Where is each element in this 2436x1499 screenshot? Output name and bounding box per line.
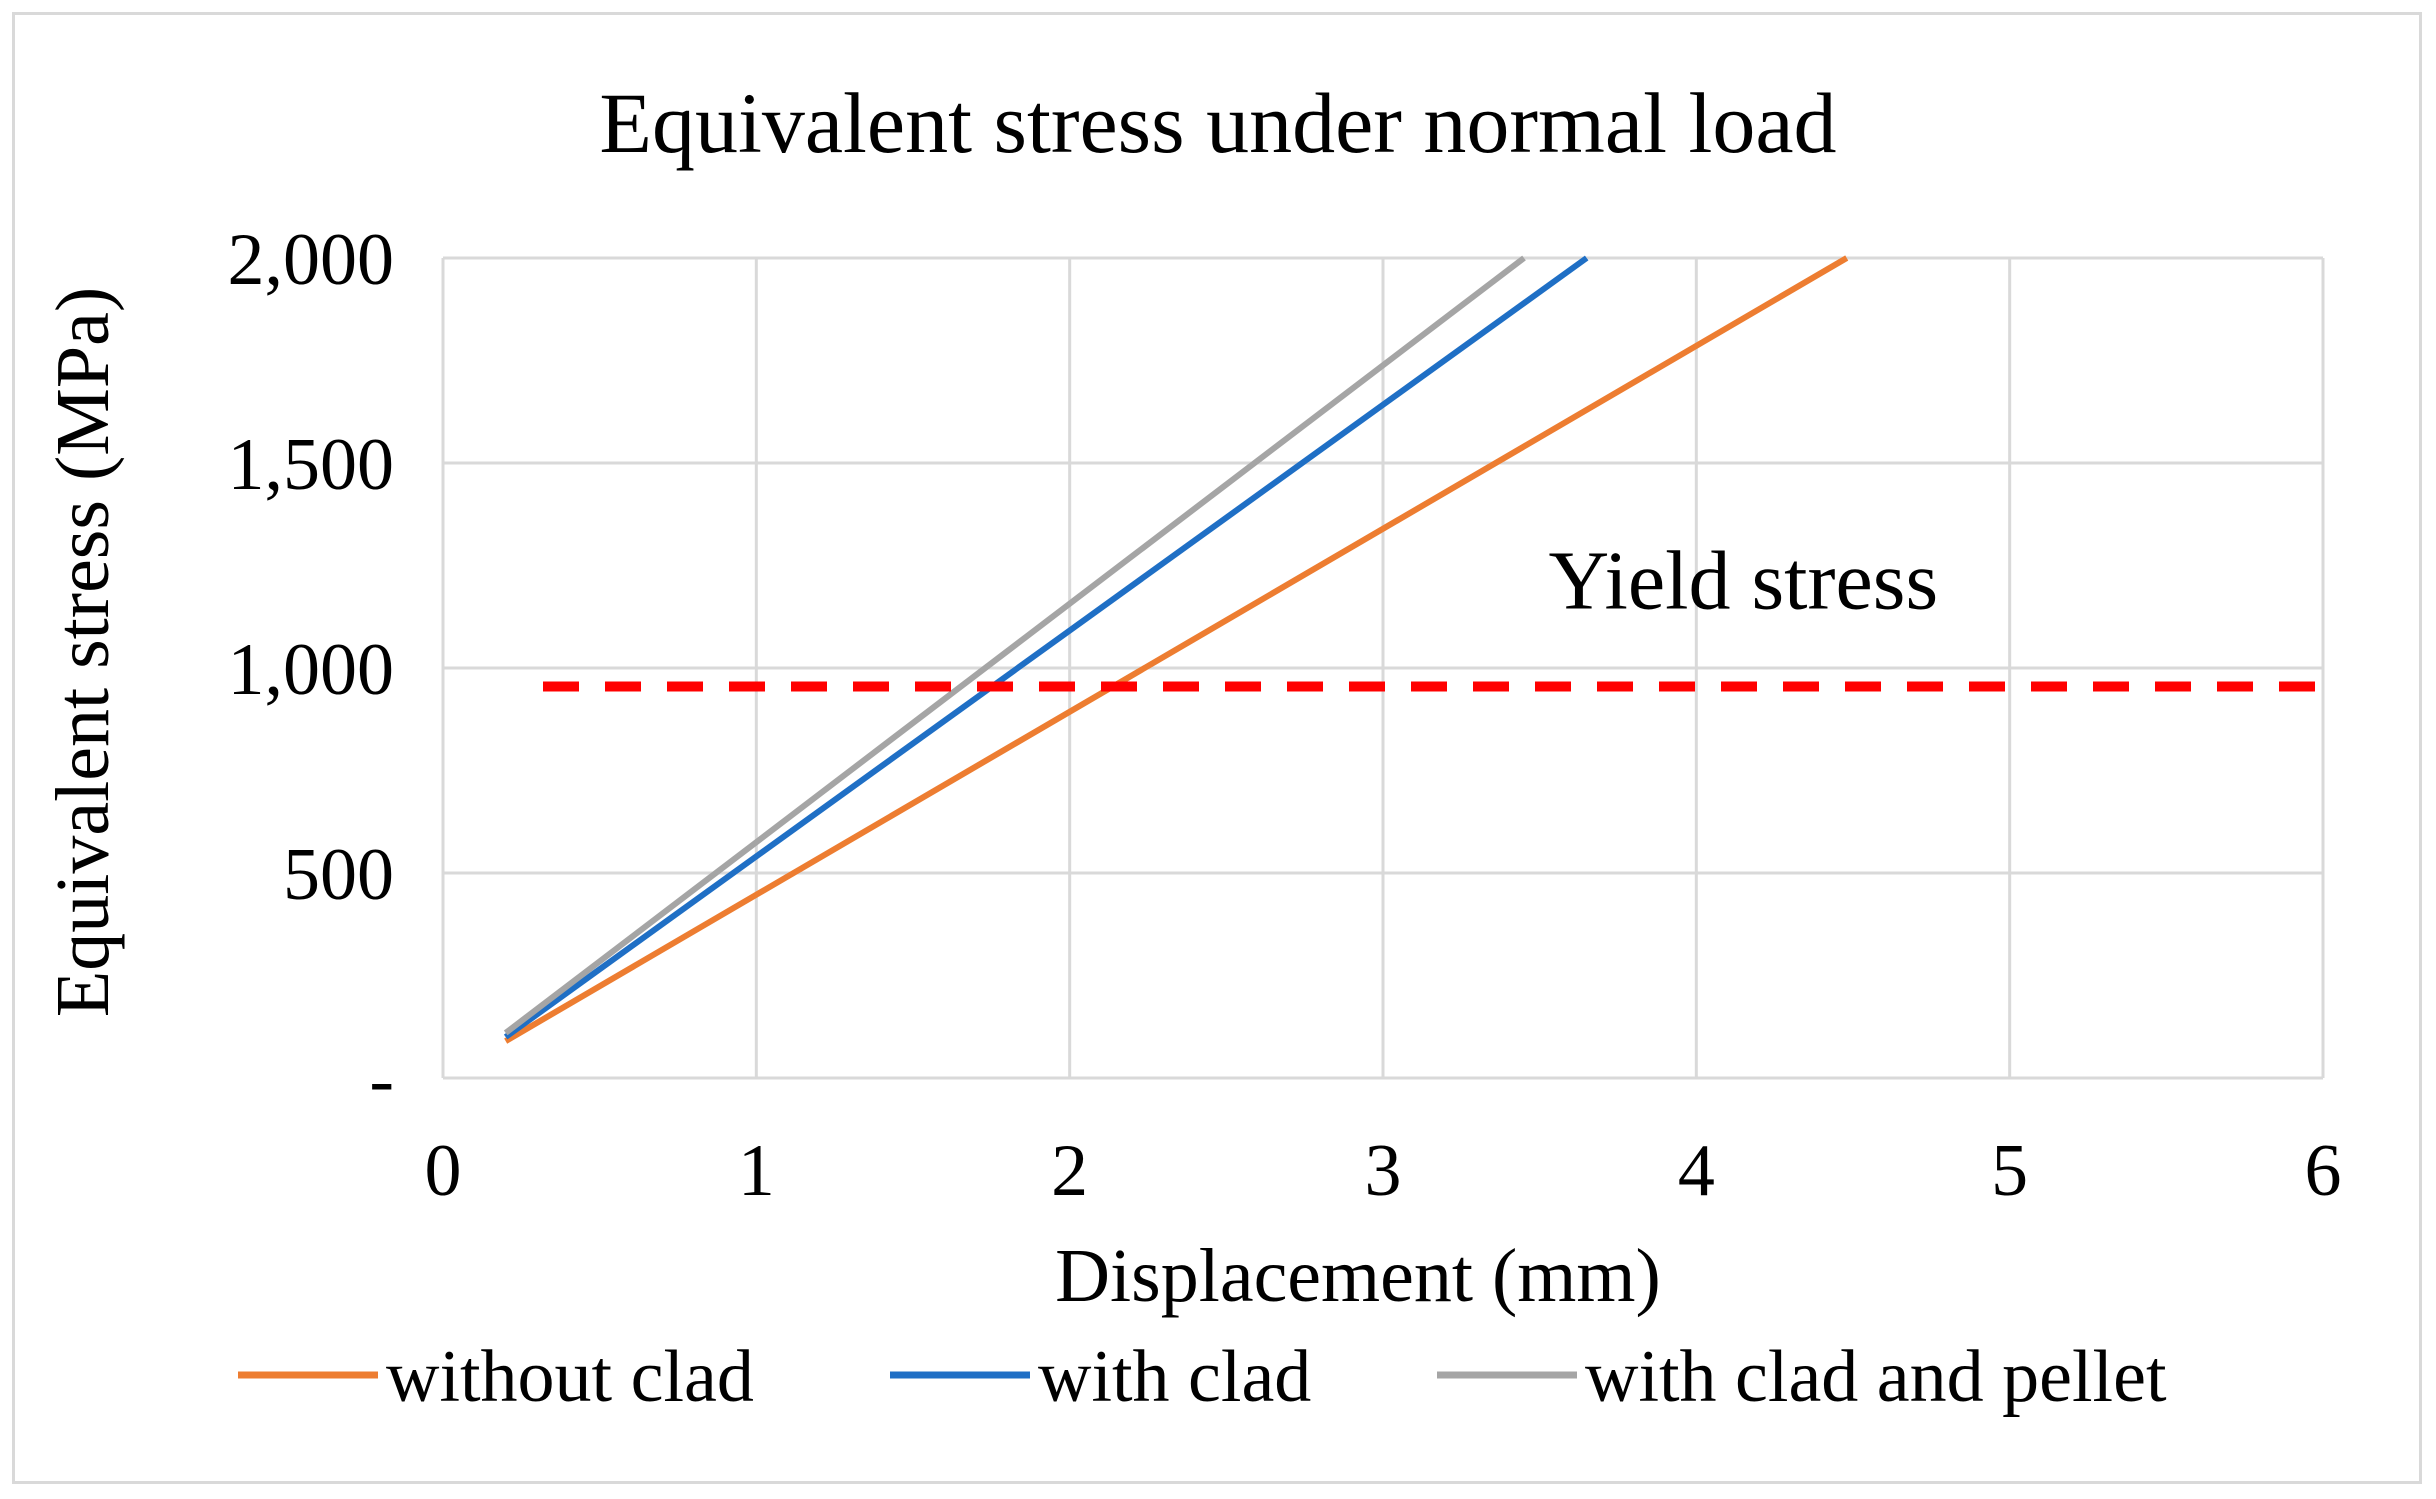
y-tick-label: 2,000 bbox=[228, 219, 395, 301]
y-tick-label: 1,500 bbox=[228, 424, 395, 506]
x-axis-label: Displacement (mm) bbox=[1055, 1234, 1661, 1318]
legend-label: with clad bbox=[1038, 1336, 1311, 1418]
legend-label: with clad and pellet bbox=[1585, 1336, 2167, 1418]
x-tick-label: 5 bbox=[1991, 1130, 2028, 1212]
x-tick-label: 4 bbox=[1678, 1130, 1715, 1212]
x-tick-label: 0 bbox=[425, 1130, 462, 1212]
x-tick-label: 6 bbox=[2305, 1130, 2342, 1212]
x-tick-label: 2 bbox=[1051, 1130, 1088, 1212]
yield-stress-label: Yield stress bbox=[1549, 534, 1939, 627]
y-axis-tick-labels: - 500 1,000 1,500 2,000 bbox=[228, 219, 395, 1121]
series-line-with-clad bbox=[503, 255, 1589, 1040]
x-axis-tick-labels: 0 1 2 3 4 5 6 bbox=[425, 1130, 2342, 1212]
chart-title: Equivalent stress under normal load bbox=[599, 75, 1836, 171]
series-line-without-clad bbox=[504, 255, 1849, 1044]
y-axis-label: Equivalent stress (MPa) bbox=[41, 287, 125, 1017]
series-line-with-clad-and-pellet bbox=[503, 255, 1526, 1036]
gridlines bbox=[441, 256, 2325, 1080]
legend-item: without clad bbox=[238, 1336, 754, 1418]
legend-label: without clad bbox=[386, 1336, 754, 1418]
y-tick-label: 500 bbox=[283, 834, 394, 916]
y-tick-label: - bbox=[369, 1039, 394, 1121]
legend: without clad with clad with clad and pelle… bbox=[238, 1336, 2167, 1418]
legend-item: with clad bbox=[890, 1336, 1311, 1418]
y-tick-label: 1,000 bbox=[228, 629, 395, 711]
legend-item: with clad and pellet bbox=[1437, 1336, 2167, 1418]
series-lines bbox=[503, 255, 1849, 1044]
x-tick-label: 3 bbox=[1365, 1130, 1402, 1212]
x-tick-label: 1 bbox=[738, 1130, 775, 1212]
